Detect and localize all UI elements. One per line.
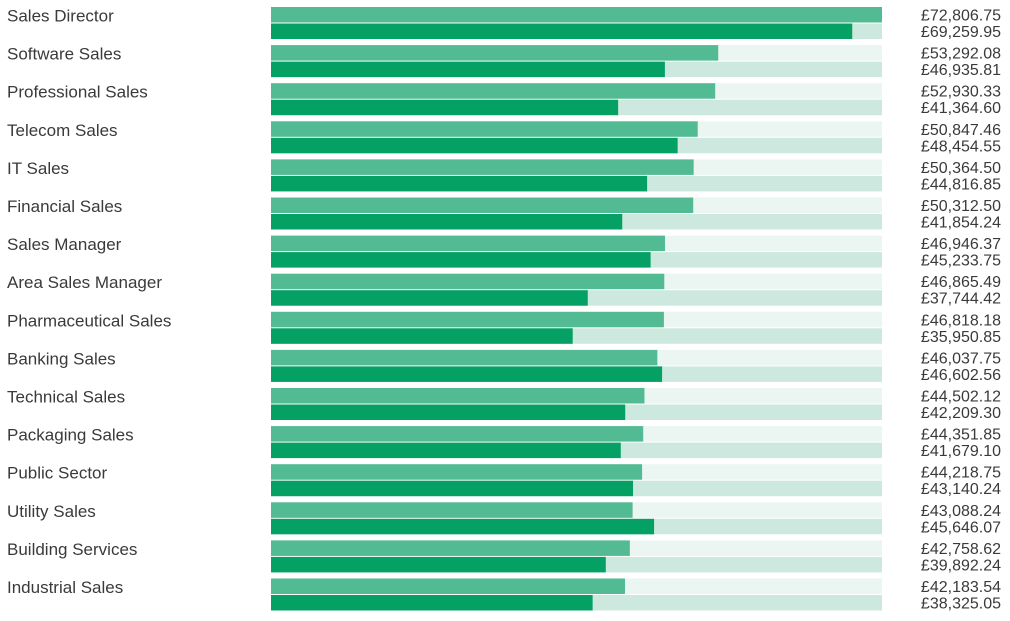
bar-series-2: [271, 137, 678, 154]
bar-series-2: [271, 61, 665, 78]
value-label: £48,454.55: [921, 138, 1001, 155]
category-label: Area Sales Manager: [7, 273, 162, 292]
category-label: Sales Manager: [7, 235, 122, 254]
bar-series-1: [271, 45, 719, 61]
value-label: £42,758.62: [921, 541, 1001, 558]
value-label: £45,646.07: [921, 519, 1001, 536]
bar-series-1: [271, 388, 645, 404]
bar-series-1: [271, 502, 633, 518]
value-label: £46,935.81: [921, 62, 1001, 79]
value-label: £39,892.24: [921, 557, 1001, 574]
value-label: £42,183.54: [921, 579, 1001, 596]
bar-series-2: [271, 518, 655, 535]
category-label: Professional Sales: [7, 83, 148, 102]
chart-row: Financial Sales £50,312.50£41,854.24: [7, 197, 1001, 232]
value-label: £46,602.56: [921, 367, 1001, 384]
category-label: Building Services: [7, 540, 137, 559]
value-label: £41,364.60: [921, 100, 1001, 117]
chart-row: Pharmaceutical Sales £46,818.18£35,950.85: [7, 311, 1001, 346]
bar-series-2: [271, 23, 853, 39]
category-label: Sales Director: [7, 7, 114, 26]
value-label: £44,816.85: [921, 176, 1001, 193]
value-label: £52,930.33: [921, 84, 1001, 101]
bar-series-2: [271, 556, 606, 573]
value-label: £43,088.24: [921, 503, 1001, 520]
bar-series-1: [271, 311, 664, 328]
bar-series-1: [271, 464, 643, 480]
bar-series-1: [271, 159, 694, 175]
value-label: £50,312.50: [921, 198, 1001, 215]
chart-row: Area Sales Manager £46,865.49£37,744.42: [7, 273, 1001, 308]
category-label: Software Sales: [7, 45, 121, 64]
chart-row: IT Sales £50,364.50£44,816.85: [7, 159, 1001, 194]
category-label: Telecom Sales: [7, 121, 118, 140]
value-label: £53,292.08: [921, 46, 1001, 63]
chart-row: Technical Sales £44,502.12£42,209.30: [7, 388, 1001, 423]
chart-row: Industrial Sales £42,183.54£38,325.05: [7, 578, 1001, 613]
bar-series-1: [271, 7, 882, 23]
chart-row: Telecom Sales £50,847.46£48,454.55: [7, 121, 1001, 156]
bar-series-1: [271, 121, 698, 137]
bar-series-2: [271, 442, 621, 459]
category-label: Pharmaceutical Sales: [7, 311, 171, 330]
value-label: £50,364.50: [921, 160, 1001, 177]
value-label: £42,209.30: [921, 405, 1001, 422]
value-label: £37,744.42: [921, 291, 1001, 308]
chart-row: Building Services £42,758.62£39,892.24: [7, 540, 1001, 575]
category-label: Industrial Sales: [7, 578, 123, 597]
value-label: £43,140.24: [921, 481, 1001, 498]
chart-row: Packaging Sales £44,351.85£41,679.10: [7, 426, 1001, 461]
bar-series-1: [271, 540, 630, 556]
chart-row: Professional Sales £52,930.33£41,364.60: [7, 83, 1001, 118]
chart-row: Sales Director £72,806.75£69,259.95: [7, 7, 1001, 42]
category-label: Utility Sales: [7, 502, 96, 521]
bar-series-2: [271, 595, 593, 611]
value-label: £44,351.85: [921, 427, 1001, 444]
value-label: £46,865.49: [921, 274, 1001, 291]
bar-series-2: [271, 290, 588, 306]
bar-series-1: [271, 197, 694, 213]
bar-series-2: [271, 366, 663, 382]
bar-series-1: [271, 273, 665, 290]
value-label: £72,806.75: [921, 8, 1001, 25]
value-label: £46,946.37: [921, 236, 1001, 253]
category-label: Public Sector: [7, 464, 107, 483]
bar-series-2: [271, 480, 634, 497]
value-label: £35,950.85: [921, 329, 1001, 346]
value-label: £46,037.75: [921, 350, 1001, 367]
value-label: £50,847.46: [921, 122, 1001, 139]
category-label: IT Sales: [7, 159, 69, 178]
bar-series-2: [271, 404, 626, 420]
chart-row: Software Sales £53,292.08£46,935.81: [7, 45, 1001, 80]
value-label: £41,679.10: [921, 443, 1001, 460]
value-label: £41,854.24: [921, 215, 1001, 232]
bar-series-2: [271, 175, 648, 192]
bar-series-2: [271, 214, 623, 230]
chart-row: Public Sector £44,218.75£43,140.24: [7, 464, 1001, 499]
bar-series-2: [271, 328, 573, 344]
chart-row: Banking Sales £46,037.75£46,602.56: [7, 349, 1001, 384]
chart-row: Utility Sales £43,088.24£45,646.07: [7, 502, 1001, 537]
category-label: Packaging Sales: [7, 426, 134, 445]
category-label: Financial Sales: [7, 197, 122, 216]
value-label: £46,818.18: [921, 312, 1001, 329]
value-label: £69,259.95: [921, 24, 1001, 41]
bar-series-1: [271, 426, 644, 442]
category-label: Technical Sales: [7, 388, 125, 407]
bar-series-1: [271, 83, 716, 99]
value-label: £38,325.05: [921, 596, 1001, 613]
bar-series-2: [271, 252, 651, 268]
value-label: £44,502.12: [921, 389, 1001, 406]
chart-row: Sales Manager £46,946.37£45,233.75: [7, 235, 1001, 270]
value-label: £44,218.75: [921, 465, 1001, 482]
bar-series-1: [271, 349, 658, 366]
bar-series-1: [271, 578, 626, 594]
bar-series-1: [271, 235, 665, 252]
value-label: £45,233.75: [921, 253, 1001, 270]
category-label: Banking Sales: [7, 349, 116, 368]
bar-series-2: [271, 99, 619, 116]
